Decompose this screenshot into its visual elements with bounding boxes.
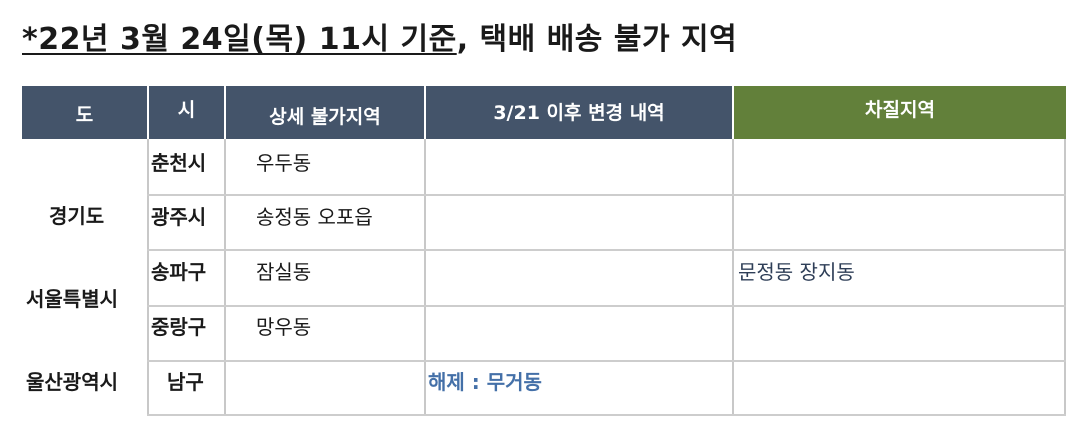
row-divider <box>147 360 1066 362</box>
delivery-restriction-table: 도 시 상세 불가지역 3/21 이후 변경 내역 차질지역 경기도 서울특별시… <box>22 86 1066 416</box>
detail-chuncheon: 우두동 <box>256 151 312 175</box>
title-date-part: *22년 3월 24일(목) 11시 기준 <box>22 22 457 57</box>
header-difference: 차질지역 <box>734 86 1066 139</box>
province-gyeonggi: 경기도 <box>49 204 105 228</box>
column-divider <box>224 139 226 416</box>
row-divider <box>147 249 1066 251</box>
header-city: 시 <box>149 86 224 139</box>
city-namgu: 남구 <box>167 370 204 394</box>
city-gwangju: 광주시 <box>151 205 207 229</box>
header-detail: 상세 불가지역 <box>226 86 424 139</box>
row-divider <box>147 414 1066 416</box>
page-title: *22년 3월 24일(목) 11시 기준, 택배 배송 불가 지역 <box>22 14 737 58</box>
header-province: 도 <box>22 86 147 139</box>
column-divider <box>147 139 149 416</box>
title-subject-part: , 택배 배송 불가 지역 <box>456 22 738 57</box>
column-divider <box>1064 139 1066 416</box>
detail-gwangju: 송정동 오포읍 <box>256 205 373 229</box>
change-namgu: 해제 : 무거동 <box>428 370 542 394</box>
city-jungnang: 중랑구 <box>151 315 207 339</box>
province-seoul: 서울특별시 <box>26 287 118 311</box>
column-divider <box>424 139 426 416</box>
row-divider <box>147 194 1066 196</box>
city-songpa: 송파구 <box>151 260 207 284</box>
province-ulsan: 울산광역시 <box>26 370 118 394</box>
column-divider <box>732 139 734 416</box>
city-chuncheon: 춘천시 <box>151 151 207 175</box>
header-changes: 3/21 이후 변경 내역 <box>426 86 732 139</box>
difference-songpa: 문정동 장지동 <box>738 260 855 284</box>
detail-songpa: 잠실동 <box>256 260 312 284</box>
row-divider <box>147 305 1066 307</box>
detail-jungnang: 망우동 <box>256 315 312 339</box>
